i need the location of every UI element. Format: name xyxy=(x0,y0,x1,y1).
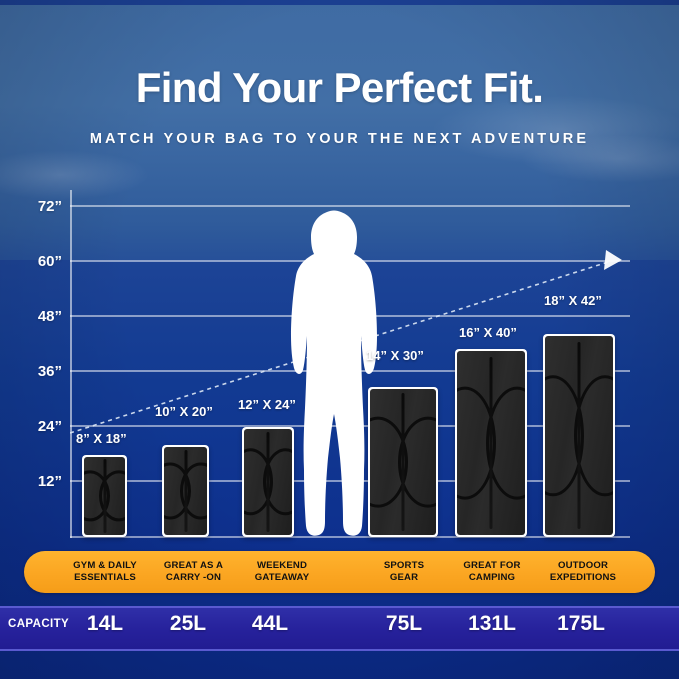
bag-zipper xyxy=(401,393,405,531)
y-tick-label-24: 24” xyxy=(37,418,62,435)
use-case-6-line2: EXPEDITIONS xyxy=(549,572,617,584)
y-tick-label-72: 72” xyxy=(37,198,62,215)
human-silhouette-icon xyxy=(291,210,377,536)
use-case-4-line1: SPORTS xyxy=(383,560,425,571)
capacity-value-4: 75L xyxy=(385,612,423,635)
bag-zipper xyxy=(489,356,493,530)
gridline-72 xyxy=(70,205,630,207)
page-title: Find Your Perfect Fit. xyxy=(135,64,544,111)
bag-item[interactable] xyxy=(82,455,127,537)
bag-body xyxy=(244,429,292,535)
use-case-2: GREAT AS A CARRY -ON xyxy=(141,560,246,585)
use-case-5-line2: CAMPING xyxy=(468,572,516,584)
bag-arc-right xyxy=(180,462,207,520)
capacity-value-6: 175L xyxy=(557,612,605,635)
bag-dimension-label-3: 12” X 24” xyxy=(238,397,296,412)
bag-zipper xyxy=(184,449,187,533)
capacity-value-3: 44L xyxy=(251,612,289,635)
capacity-value-5: 131L xyxy=(468,612,516,635)
use-case-4: SPORTS GEAR xyxy=(356,560,452,585)
y-tick-label-48: 48” xyxy=(37,308,62,325)
use-case-1-line1: GYM & DAILY xyxy=(73,560,137,571)
bag-body xyxy=(84,457,125,535)
capacity-label: CAPACITY xyxy=(8,618,70,630)
bag-dimension-label-4: 14” X 30” xyxy=(366,348,424,363)
capacity-value-1: 14L xyxy=(86,612,124,635)
use-case-3-line1: WEEKEND xyxy=(256,560,308,571)
use-case-4-line2: GEAR xyxy=(389,572,419,584)
y-tick-label-36: 36” xyxy=(37,363,62,380)
bag-item[interactable] xyxy=(368,387,438,537)
bag-body xyxy=(370,389,436,535)
capacity-value-2: 25L xyxy=(169,612,207,635)
use-case-5-line1: GREAT FOR xyxy=(463,560,521,571)
use-case-2-line1: GREAT AS A xyxy=(163,560,224,571)
page-subtitle: MATCH YOUR BAG TO YOUR THE NEXT ADVENTUR… xyxy=(89,131,590,147)
y-tick-label-12: 12” xyxy=(37,473,62,490)
bag-zipper xyxy=(577,341,581,530)
bag-dimension-label-5: 16” X 40” xyxy=(459,325,517,340)
use-case-6-line1: OUTDOOR xyxy=(557,560,609,571)
bag-arc-right xyxy=(99,470,125,522)
use-case-5: GREAT FOR CAMPING xyxy=(440,560,544,585)
y-tick-label-60: 60” xyxy=(37,253,62,270)
bag-body xyxy=(164,447,207,535)
use-case-2-line2: CARRY -ON xyxy=(165,572,222,584)
bag-dimension-label-2: 10” X 20” xyxy=(155,404,213,419)
use-case-3-line2: GATEAWAY xyxy=(254,572,310,584)
use-case-6: OUTDOOR EXPEDITIONS xyxy=(528,560,638,585)
bag-dimension-label-6: 18” X 42” xyxy=(544,293,602,308)
use-case-3: WEEKEND GATEAWAY xyxy=(228,560,336,585)
bag-body xyxy=(545,336,613,535)
use-case-1-line2: ESSENTIALS xyxy=(74,572,136,584)
bag-item[interactable] xyxy=(242,427,294,537)
bag-item[interactable] xyxy=(543,334,615,537)
bag-item[interactable] xyxy=(455,349,527,537)
bag-item[interactable] xyxy=(162,445,209,537)
use-case-1: GYM & DAILY ESSENTIALS xyxy=(50,560,160,585)
capacity-band xyxy=(0,606,679,651)
use-case-band xyxy=(24,551,655,593)
gridline-baseline xyxy=(70,536,630,538)
bag-dimension-label-1: 8” X 18” xyxy=(76,431,127,446)
bag-zipper xyxy=(103,459,106,533)
top-edge-strip xyxy=(0,0,679,5)
y-axis-line xyxy=(70,190,72,538)
bag-body xyxy=(457,351,525,535)
bag-zipper xyxy=(266,432,270,532)
